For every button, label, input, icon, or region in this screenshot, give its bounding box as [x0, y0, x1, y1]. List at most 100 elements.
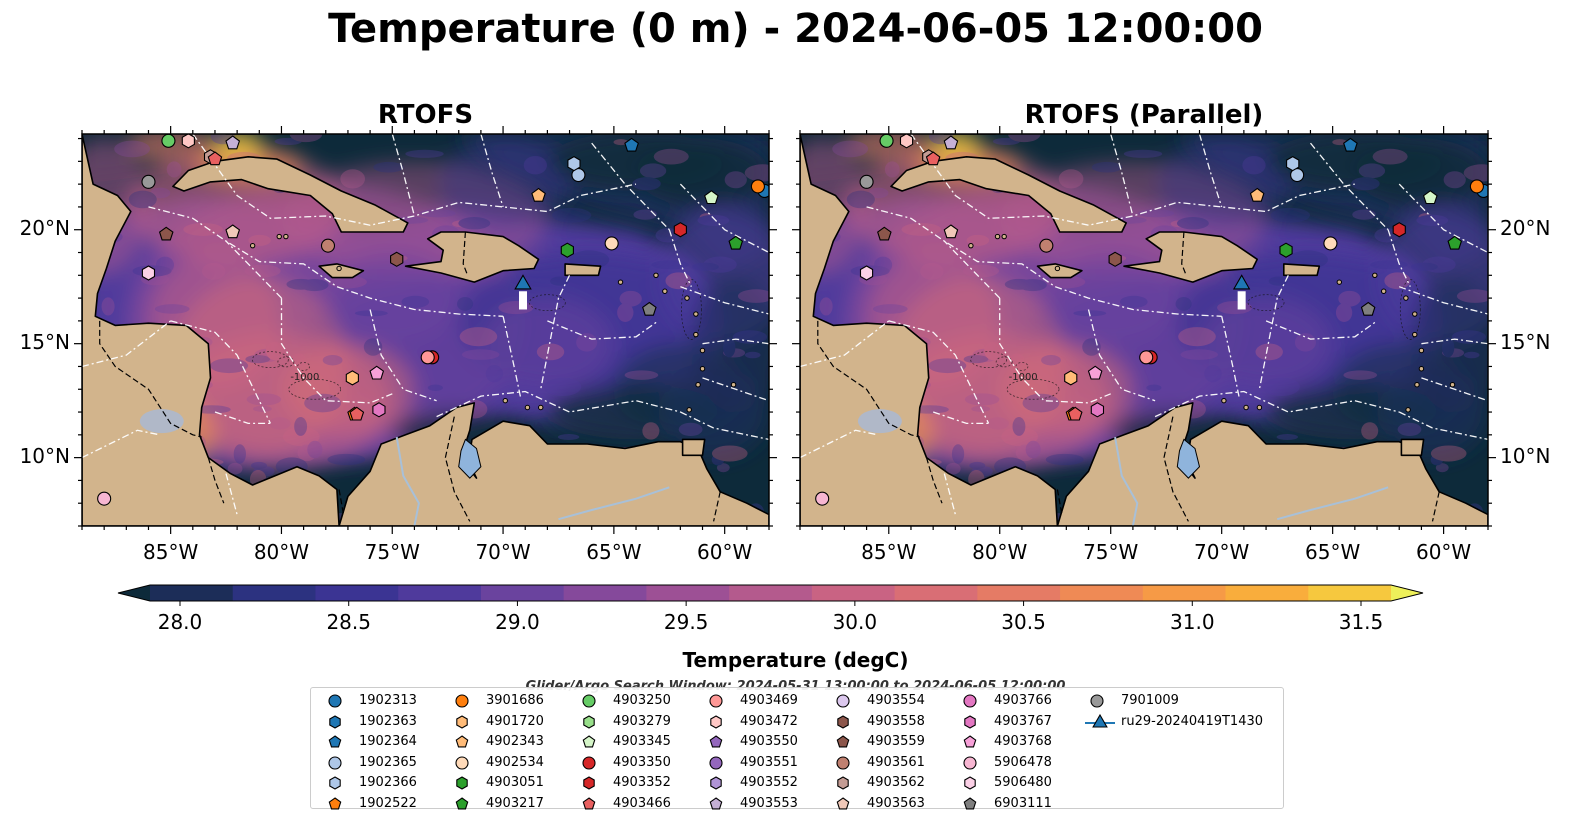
float-4901720	[345, 370, 359, 386]
legend-marker	[836, 755, 850, 770]
legend-marker	[583, 776, 595, 790]
colorbar-tick-label: 31.0	[1170, 610, 1215, 634]
float-1902364	[1343, 137, 1358, 152]
float-4903563	[225, 224, 241, 239]
legend-label: 4903553	[740, 795, 798, 811]
legend-label: 4903551	[740, 754, 798, 770]
pentagon-marker-icon	[709, 735, 723, 748]
legend-label: 4903345	[613, 734, 671, 749]
panel-title-rtofs: RTOFS	[377, 100, 474, 130]
glider-track	[1237, 291, 1246, 310]
legend-label: 4903559	[867, 734, 925, 749]
legend-label: 1902313	[359, 693, 417, 708]
legend-marker	[329, 776, 341, 790]
pentagon-marker-icon	[963, 796, 977, 809]
legend-label: 5906480	[994, 775, 1052, 790]
legend-label: 4903562	[867, 775, 925, 790]
colorbar-bin	[150, 585, 234, 601]
float-4902534	[1323, 236, 1338, 251]
lat-tick-label: 15°N	[1500, 330, 1550, 354]
float-1902366	[1286, 155, 1300, 172]
lon-tick-label: 80°W	[254, 540, 309, 564]
colorbar-tick-label: 29.5	[664, 610, 709, 634]
float-5906478	[97, 491, 112, 506]
float-4903352	[673, 222, 687, 238]
hexagon-marker-icon	[583, 776, 595, 790]
legend-marker	[710, 714, 722, 729]
float-4903553	[225, 135, 241, 150]
legend-marker	[709, 694, 723, 708]
colorbar-tick-label: 29.0	[495, 610, 540, 634]
legend-marker	[1092, 713, 1108, 728]
float-1902366	[567, 155, 581, 172]
float-4903561	[1039, 238, 1054, 253]
circle-marker-icon	[709, 755, 723, 770]
lake-nicaragua	[139, 409, 184, 434]
lon-tick-label: 85°W	[143, 540, 198, 564]
hexagon-marker-icon	[710, 714, 722, 729]
colorbar-tick-label: 31.5	[1339, 610, 1384, 634]
float-4902534	[604, 236, 619, 251]
float-4903352	[1392, 222, 1406, 238]
legend-label: 4903217	[486, 795, 544, 811]
legend-label: 4903558	[867, 713, 925, 729]
legend-marker	[964, 776, 976, 790]
legend-marker	[328, 796, 342, 809]
legend-label: 1902364	[359, 734, 417, 749]
pentagon-marker-icon	[836, 796, 850, 809]
legend-marker	[963, 735, 977, 748]
legend-marker	[836, 694, 850, 708]
float-4903559	[877, 226, 892, 241]
temperature-patches	[800, 134, 1488, 481]
glider-track	[519, 291, 528, 310]
lake-maracaibo	[458, 438, 482, 479]
float-ru29-20240419T1430	[1232, 274, 1251, 290]
float-4903345	[704, 190, 719, 205]
legend-label: 4902534	[486, 754, 544, 770]
circle-marker-icon	[582, 694, 596, 708]
lat-tick-label: 15°N	[20, 330, 70, 354]
colorbar-bin	[729, 585, 813, 601]
legend-marker	[836, 735, 850, 748]
float-6903111	[1360, 301, 1376, 316]
legend: 1902313 1902363 1902364 1902365 1902366 19025…	[310, 687, 1284, 811]
float-4903466	[207, 151, 223, 166]
pentagon-marker-icon	[455, 735, 469, 748]
legend-marker	[328, 694, 342, 708]
legend-label: 4903466	[613, 795, 671, 811]
float-4903469	[1139, 350, 1154, 365]
legend-marker	[1090, 694, 1104, 708]
lon-tick-label: 70°W	[1194, 540, 1249, 564]
float-4903466	[349, 406, 365, 421]
colorbar-bin	[1225, 585, 1309, 601]
legend-label: 4903767	[994, 713, 1052, 729]
hexagon-marker-icon	[329, 776, 341, 790]
float-1902364	[624, 137, 639, 152]
legend-marker	[328, 735, 342, 748]
circle-marker-icon	[1090, 694, 1104, 708]
lon-tick-label: 60°W	[697, 540, 752, 564]
float-6903111	[642, 301, 657, 316]
float-4903561	[320, 238, 336, 253]
lat-tick-label: 20°N	[1500, 216, 1550, 240]
colorbar-bin	[1142, 585, 1227, 601]
float-7901009	[859, 174, 874, 189]
eez-boundaries	[82, 134, 769, 515]
hexagon-marker-icon	[329, 714, 341, 729]
colorbar-tick-label: 30.0	[833, 610, 878, 634]
float-7901009	[141, 174, 156, 189]
hexagon-marker-icon	[456, 714, 468, 729]
colorbar-bin	[480, 585, 565, 601]
colorbar-bin	[1060, 585, 1144, 601]
legend-marker	[837, 714, 849, 729]
legend-label: 4903550	[740, 734, 798, 749]
panel-frame	[81, 133, 770, 527]
lon-tick-label: 80°W	[972, 540, 1027, 564]
legend-marker	[963, 796, 977, 809]
triangle-marker-icon	[1085, 713, 1115, 728]
circle-marker-icon	[582, 755, 596, 770]
legend-marker	[582, 694, 596, 708]
legend-marker	[582, 796, 596, 809]
circle-marker-icon	[963, 694, 977, 708]
